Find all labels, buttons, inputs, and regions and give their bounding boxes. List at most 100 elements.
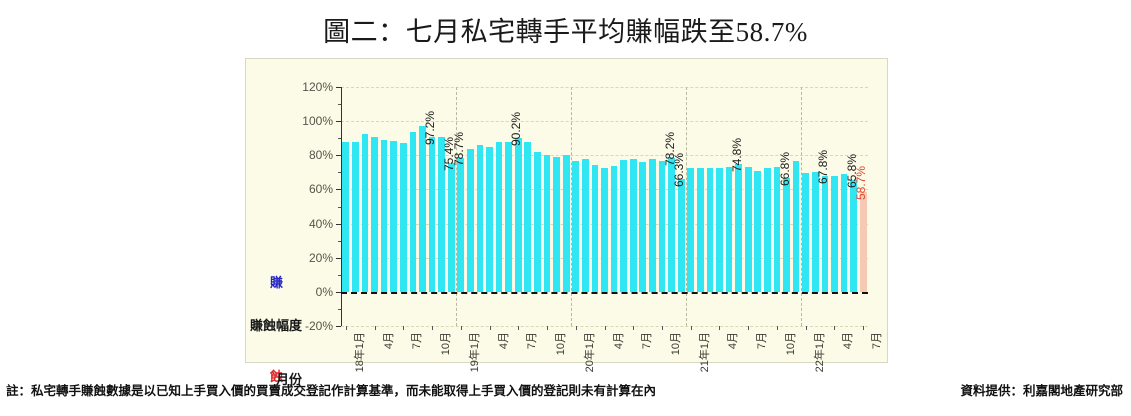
y-tick-label: 100% — [302, 114, 333, 129]
bar[interactable] — [610, 165, 618, 292]
bar[interactable] — [476, 145, 484, 292]
x-tick-mark — [805, 326, 807, 330]
x-tick-label: 7月 — [871, 332, 884, 350]
bar[interactable] — [850, 179, 857, 292]
bar[interactable] — [802, 173, 810, 292]
y-tick-label: 40% — [308, 216, 333, 231]
bar[interactable] — [840, 174, 848, 292]
bar[interactable] — [409, 132, 417, 292]
bar[interactable] — [601, 168, 608, 292]
x-axis-title: 月份 — [276, 372, 303, 387]
bar[interactable] — [505, 141, 513, 292]
bar[interactable] — [428, 136, 436, 292]
bar[interactable] — [792, 161, 800, 292]
x-tick-label: 4月 — [497, 332, 510, 350]
y-axis-line — [341, 87, 342, 326]
bar[interactable] — [859, 191, 867, 292]
y-tick-label: 80% — [308, 148, 333, 163]
bar[interactable] — [371, 137, 378, 292]
bar-value-label: 97.2% — [423, 110, 438, 145]
bar[interactable] — [811, 172, 819, 292]
bar[interactable] — [342, 142, 350, 292]
bar[interactable] — [620, 160, 627, 292]
bar[interactable] — [419, 125, 426, 292]
footnote: 註：私宅轉手賺蝕數據是以已知上手買入價的買賣成交登記作計算基準，而未能取得上手買… — [6, 384, 657, 398]
x-tick-label: 4月 — [612, 332, 625, 350]
x-tick-label: 21年1月 — [698, 332, 711, 373]
bar[interactable] — [696, 168, 704, 292]
bar-value-label: 66.3% — [672, 152, 687, 187]
bar[interactable] — [438, 137, 445, 292]
y-tick-minor — [338, 104, 341, 106]
bar[interactable] — [649, 158, 656, 292]
y-tick-label: 120% — [302, 80, 333, 94]
x-tick-label: 4月 — [727, 332, 740, 350]
y-tick-mark — [336, 223, 341, 225]
x-tick-mark — [719, 326, 721, 330]
bar[interactable] — [352, 141, 359, 292]
bar[interactable] — [467, 149, 474, 292]
x-tick-label: 18年1月 — [353, 332, 366, 373]
bar[interactable] — [687, 168, 695, 292]
bar[interactable] — [744, 167, 752, 292]
chart-container: 賺 蝕 賺蝕幅度 月份 120% 100% 80% 60% 40% 20% 0% -20% 9… — [245, 58, 888, 387]
gridline — [341, 87, 868, 88]
year-divider — [800, 87, 802, 326]
source-credit: 資料提供：利嘉閣地產研究部 — [960, 384, 1123, 398]
bar[interactable] — [735, 164, 742, 292]
bar[interactable] — [716, 168, 723, 292]
bar[interactable] — [361, 133, 369, 292]
gridline — [341, 121, 868, 123]
bar[interactable] — [629, 158, 637, 292]
bar[interactable] — [783, 177, 790, 292]
bar[interactable] — [639, 162, 647, 292]
x-tick-mark — [661, 326, 663, 330]
year-divider — [455, 87, 457, 326]
bar[interactable] — [831, 175, 838, 292]
gain-label: 賺 — [270, 275, 284, 290]
bar[interactable] — [773, 167, 781, 292]
bar[interactable] — [591, 164, 599, 292]
x-tick-label: 10月 — [555, 332, 567, 356]
bar[interactable] — [706, 168, 714, 292]
loss-label: 蝕 — [270, 369, 284, 384]
bar[interactable] — [486, 146, 493, 292]
x-tick-mark — [547, 326, 548, 330]
bar[interactable] — [390, 140, 398, 292]
bar[interactable] — [514, 137, 522, 292]
x-tick-mark — [345, 326, 347, 330]
bar[interactable] — [677, 178, 685, 292]
bar[interactable] — [534, 151, 541, 292]
x-tick-label: 10月 — [669, 332, 682, 356]
bar[interactable] — [581, 158, 589, 292]
x-tick-label: 19年1月 — [468, 332, 481, 373]
x-tick-label: 4月 — [382, 332, 395, 350]
y-tick-mark — [336, 87, 341, 88]
bar[interactable] — [524, 141, 532, 292]
year-divider — [570, 87, 572, 326]
bar[interactable] — [572, 161, 580, 292]
bar[interactable] — [495, 142, 503, 292]
bar[interactable] — [457, 157, 465, 292]
bar[interactable] — [668, 158, 675, 292]
x-tick-mark — [460, 326, 462, 330]
x-tick-mark — [863, 326, 865, 330]
bar[interactable] — [447, 163, 455, 292]
bar[interactable] — [821, 176, 829, 292]
bar-value-label: 78.7% — [451, 131, 466, 166]
bar[interactable] — [543, 155, 551, 292]
bar[interactable] — [764, 168, 771, 292]
bar-value-label: 58.7% — [854, 165, 869, 200]
bar[interactable] — [725, 167, 733, 292]
bar[interactable] — [658, 161, 666, 292]
x-tick-label: 10月 — [784, 332, 797, 356]
bar[interactable] — [399, 143, 407, 292]
year-divider — [685, 87, 687, 326]
bar[interactable] — [562, 155, 570, 292]
bar[interactable] — [380, 139, 388, 292]
x-tick-label: 7月 — [526, 332, 539, 350]
bar-value-label: 90.2% — [509, 111, 524, 146]
x-tick-mark — [518, 326, 520, 330]
bar[interactable] — [754, 170, 762, 292]
bar[interactable] — [553, 157, 560, 292]
